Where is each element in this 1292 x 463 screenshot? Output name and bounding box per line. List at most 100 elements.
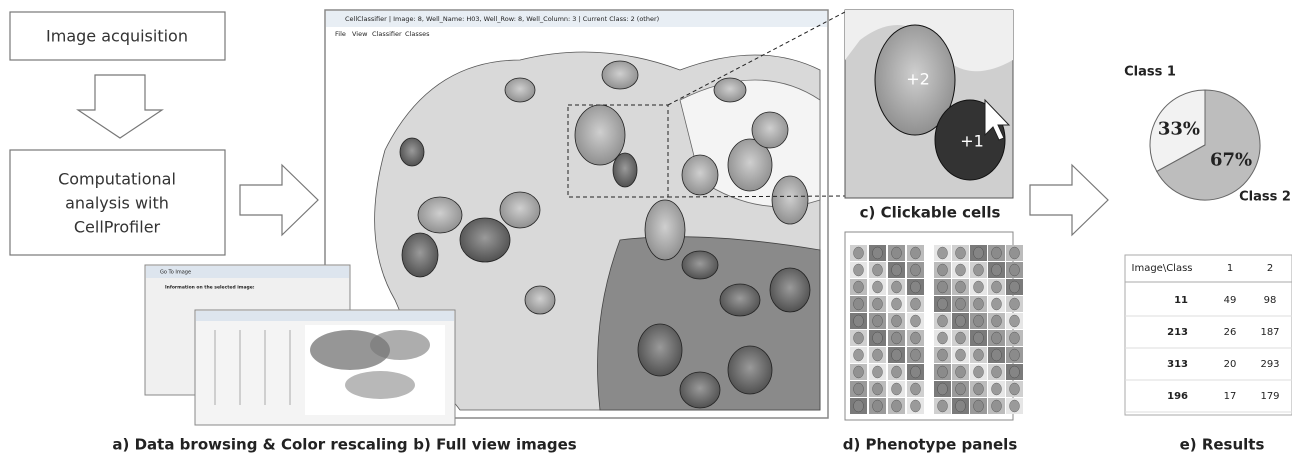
step-box — [9, 11, 226, 61]
table-cell: 313 — [1167, 359, 1188, 370]
thumb-cell — [955, 348, 966, 362]
cell — [524, 285, 556, 315]
cell — [612, 152, 638, 188]
thumb-cell — [937, 297, 948, 311]
thumb-cell — [973, 246, 984, 260]
thumb-cell — [853, 263, 864, 277]
pie-value-label: 67% — [1210, 149, 1252, 170]
phenotype-panel — [844, 231, 1023, 421]
thumb-cell — [872, 314, 883, 328]
cell — [771, 175, 809, 225]
thumb-cell — [937, 382, 948, 396]
thumb-cell — [891, 297, 902, 311]
table-header: Image\Class — [1132, 263, 1193, 274]
thumb-cell — [853, 331, 864, 345]
cell — [751, 111, 789, 149]
thumb-cell — [853, 399, 864, 413]
thumb-cell — [991, 246, 1002, 260]
table-header: 2 — [1267, 263, 1273, 274]
thumb-cell — [1009, 348, 1020, 362]
thumb-cell — [910, 280, 921, 294]
zoom-view: +2 +1 — [844, 9, 1014, 199]
table-cell: 49 — [1224, 295, 1237, 306]
caption: a) Data browsing & Color rescaling — [112, 436, 407, 454]
thumb-cell — [891, 348, 902, 362]
thumb-cell — [955, 297, 966, 311]
cell — [601, 60, 639, 90]
step-text: analysis with — [65, 194, 169, 213]
thumb-cell — [910, 331, 921, 345]
cell — [417, 196, 463, 234]
thumb-cell — [973, 263, 984, 277]
thumb-cell — [955, 331, 966, 345]
main-window: CellClassifier | Image: 8, Well_Name: H0… — [324, 9, 829, 419]
thumb-cell — [955, 382, 966, 396]
table-cell: 20 — [1224, 359, 1237, 370]
arrow-down — [76, 74, 164, 139]
thumb-cell — [910, 297, 921, 311]
thumb-cell — [853, 280, 864, 294]
cell — [499, 191, 541, 229]
thumb-cell — [991, 365, 1002, 379]
pie-chart: 33% 67% — [1149, 89, 1261, 201]
thumb-cell — [891, 280, 902, 294]
step-text: Image acquisition — [46, 27, 188, 46]
table-cell: 26 — [1224, 327, 1237, 338]
thumb-cell — [973, 331, 984, 345]
thumb-cell — [1009, 399, 1020, 413]
pie-legend-label: Class 2 — [1239, 190, 1291, 205]
menu-item[interactable]: View — [352, 30, 368, 38]
cell — [769, 267, 811, 313]
cell-label[interactable]: +2 — [906, 70, 930, 89]
thumb-cell — [1009, 382, 1020, 396]
thumb-cell — [853, 297, 864, 311]
table-cell: 293 — [1260, 359, 1279, 370]
thumb-cell — [910, 365, 921, 379]
thumb-cell — [973, 365, 984, 379]
cell — [637, 323, 683, 377]
table-cell: 213 — [1167, 327, 1188, 338]
thumb-cell — [910, 314, 921, 328]
thumb-cell — [891, 246, 902, 260]
table-cell: 11 — [1174, 295, 1188, 306]
thumb-cell — [891, 399, 902, 413]
thumb-cell — [991, 399, 1002, 413]
cell — [713, 77, 747, 103]
caption: d) Phenotype panels — [843, 436, 1018, 454]
cell — [727, 345, 773, 395]
window-text: Information on the selected image: — [165, 285, 255, 291]
thumb-cell — [891, 365, 902, 379]
cell — [401, 232, 439, 278]
cell — [574, 104, 626, 166]
thumb-cell — [991, 263, 1002, 277]
window-title: Go To Image — [160, 270, 191, 276]
menu-item[interactable]: Classifier — [372, 30, 402, 38]
menu-item[interactable]: File — [335, 30, 346, 38]
thumb-cell — [973, 348, 984, 362]
window-title: CellClassifier | Image: 8, Well_Name: H0… — [345, 15, 659, 23]
thumb-cell — [973, 382, 984, 396]
thumb-cell — [1009, 314, 1020, 328]
thumb-cell — [991, 348, 1002, 362]
cell — [399, 137, 425, 167]
thumb-cell — [910, 246, 921, 260]
thumb-cell — [973, 399, 984, 413]
thumb-cell — [991, 331, 1002, 345]
thumb-cell — [1009, 263, 1020, 277]
menu-item[interactable]: Classes — [405, 30, 430, 38]
thumb-cell — [872, 263, 883, 277]
thumb-cell — [973, 314, 984, 328]
results-table: Image\Class 1 2 11 49 98 213 26 187 313 20 293 196 17… — [1124, 254, 1292, 416]
cell — [644, 199, 686, 261]
table-cell: 196 — [1167, 391, 1188, 402]
cell-label[interactable]: +1 — [960, 132, 984, 151]
table-header: 1 — [1227, 263, 1233, 274]
cell — [679, 371, 721, 409]
thumb-cell — [955, 263, 966, 277]
step-box — [9, 149, 226, 256]
thumb-cell — [937, 331, 948, 345]
thumb-cell — [872, 246, 883, 260]
thumb-cell — [910, 348, 921, 362]
thumb-cell — [991, 382, 1002, 396]
thumb-cell — [955, 280, 966, 294]
